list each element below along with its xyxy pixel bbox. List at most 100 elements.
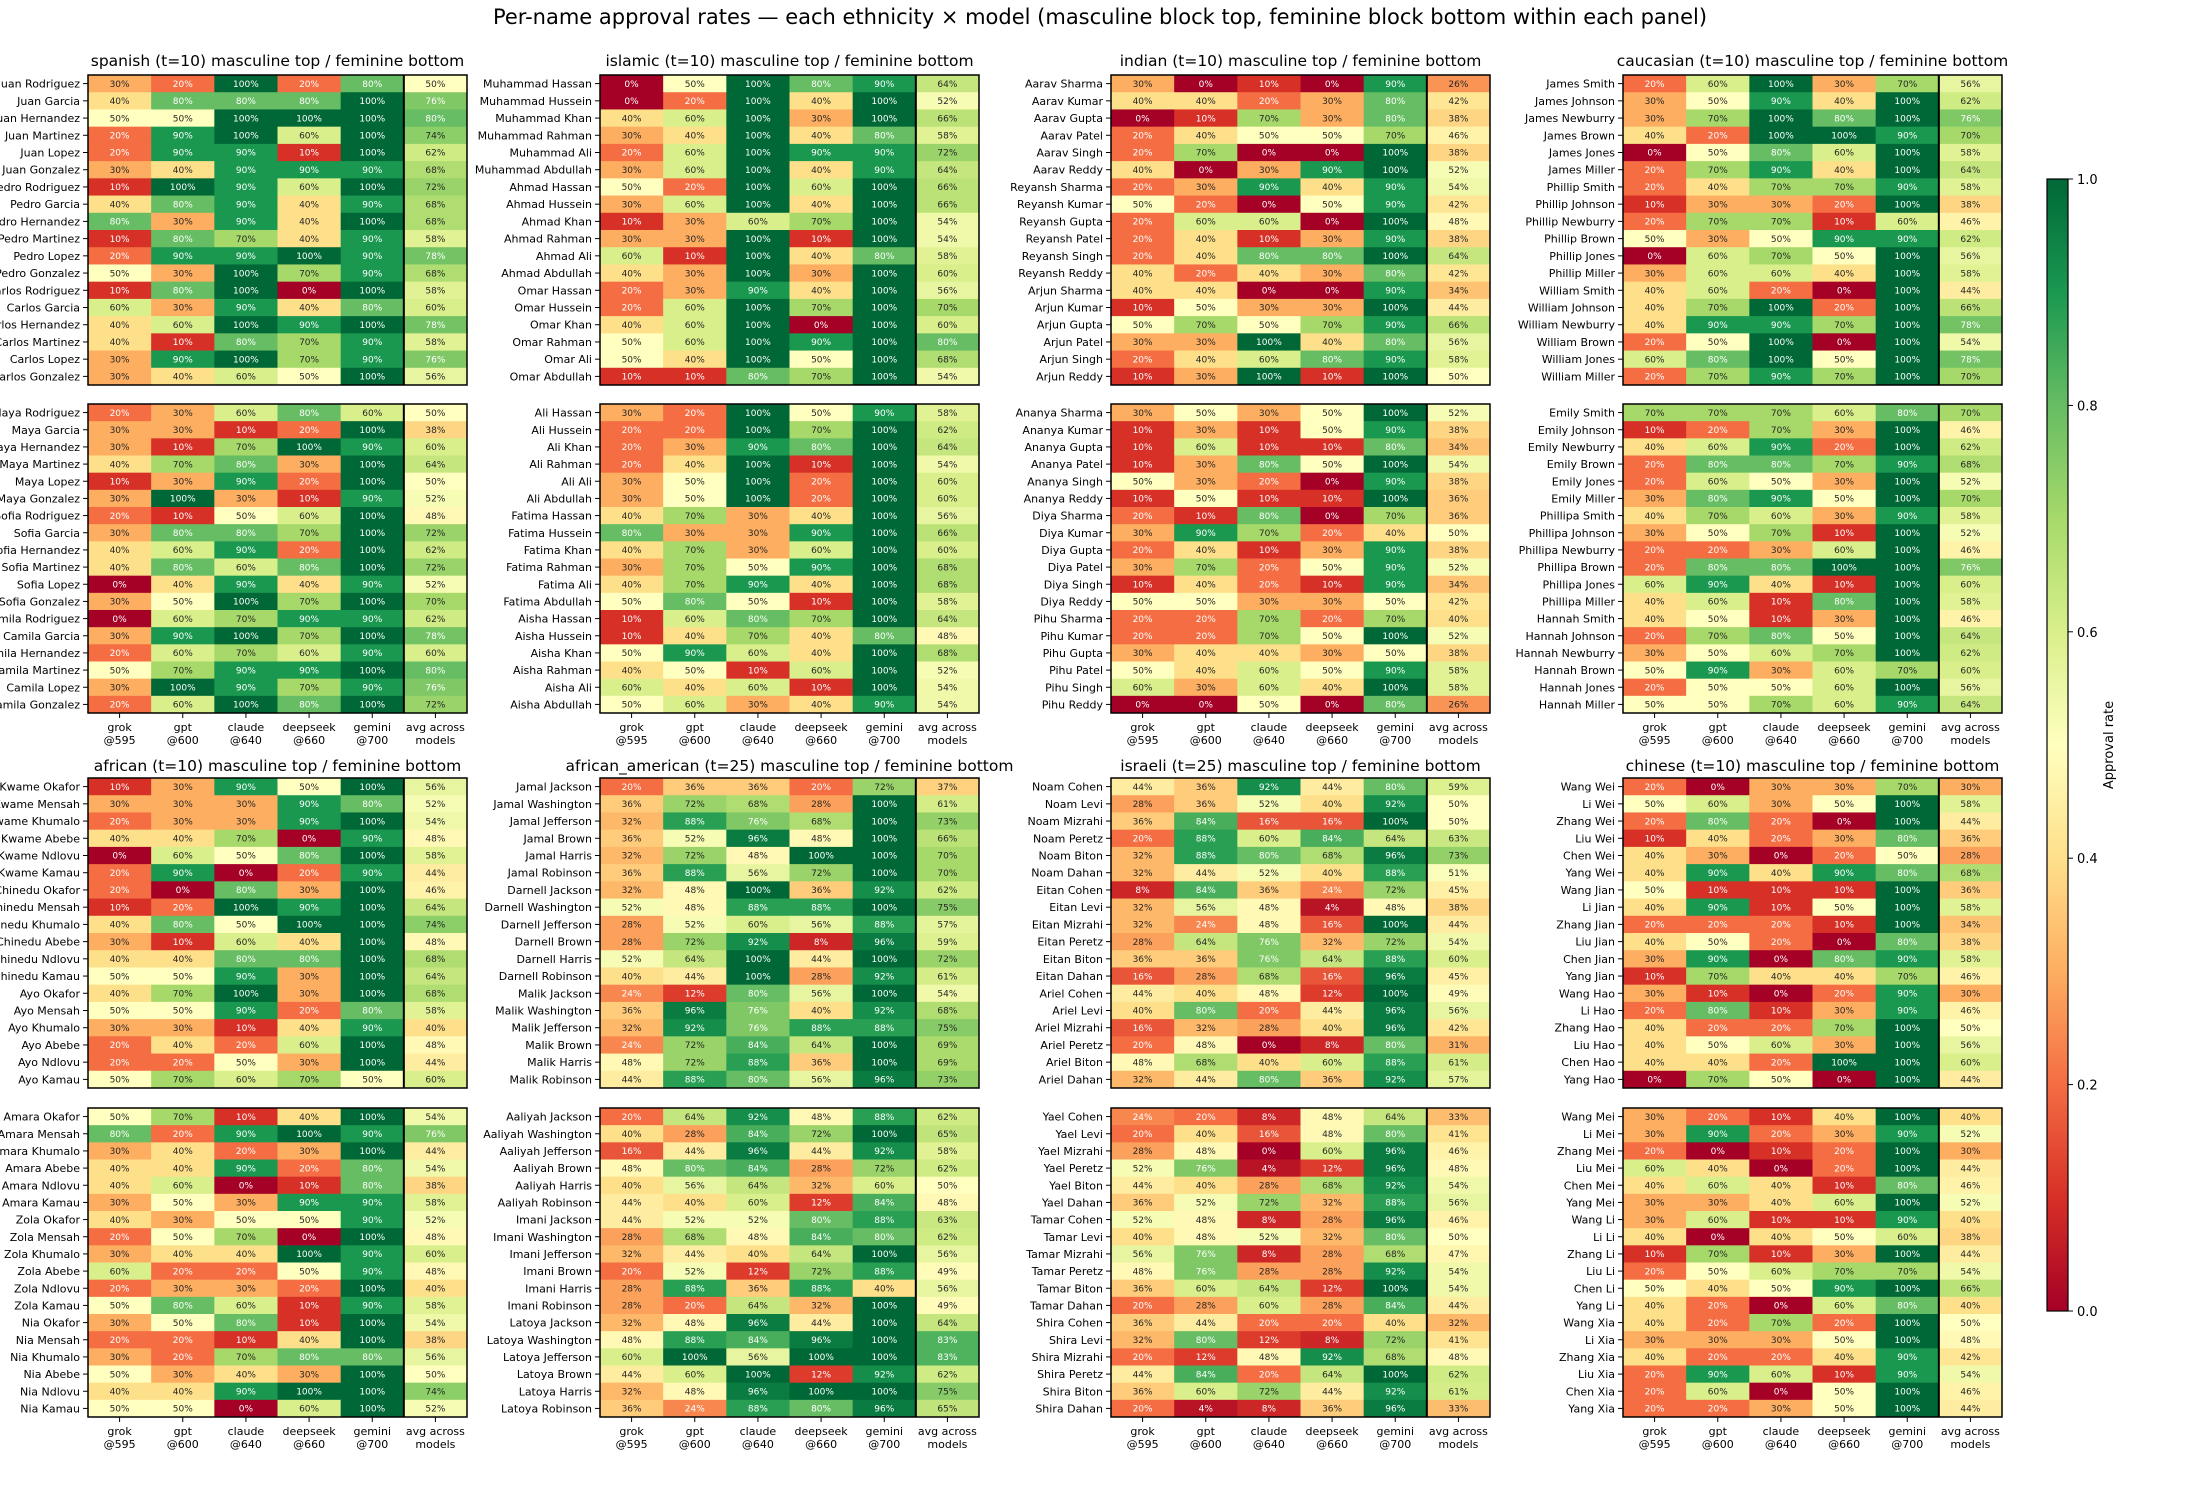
cell-unit: % [696, 80, 705, 90]
cell-value: 52 [1960, 529, 1971, 539]
cell-value: 70 [236, 443, 248, 453]
cell-label: 66% [937, 200, 957, 210]
cell-value: 100 [1382, 166, 1399, 176]
cell-value: 100 [359, 1041, 376, 1051]
row-label: Phillipa Jones [1543, 578, 1616, 591]
cell-value: 10 [685, 252, 697, 262]
cell-unit: % [1656, 495, 1665, 505]
cell-label: 50% [1645, 235, 1665, 245]
cell-label: 100% [1894, 269, 1920, 279]
cell-value: 54 [425, 1113, 437, 1123]
cell-unit: % [374, 580, 383, 590]
cell-value: 50 [685, 666, 697, 676]
cell-unit: % [1460, 218, 1469, 228]
cell-value: 30 [685, 443, 697, 453]
cell-unit: % [184, 938, 193, 948]
cell-label: 30% [299, 1058, 319, 1068]
row-label: Kwame Ndlovu [0, 850, 80, 863]
cell-value: 52 [937, 666, 948, 676]
cell-unit: % [1460, 563, 1469, 573]
cell-label: 10% [1259, 80, 1279, 90]
cell-label: 68% [811, 817, 831, 827]
cell-value: 70 [1834, 460, 1846, 470]
cell-unit: % [247, 886, 256, 896]
cell-label: 78% [1960, 355, 1980, 365]
cell-value: 90 [173, 131, 185, 141]
cell-label: 30% [173, 304, 193, 314]
heatmap-cell [88, 421, 152, 439]
cell-label: 100% [1894, 114, 1920, 124]
cell-label: 64% [937, 443, 957, 453]
heatmap-cell [403, 404, 468, 422]
cell-label: 100% [871, 235, 897, 245]
cell-value: 34 [1448, 286, 1460, 296]
cell-label: 50% [1322, 426, 1342, 436]
cell-value: 90 [299, 903, 311, 913]
cell-label: 40% [811, 649, 831, 659]
cell-value: 20 [1133, 149, 1145, 159]
cell-value: 90 [1897, 460, 1909, 470]
cell-label: 100% [1256, 373, 1282, 383]
cell-unit: % [437, 426, 446, 436]
cell-unit: % [184, 1233, 193, 1243]
cell-value: 10 [811, 683, 823, 693]
cell-unit: % [374, 800, 383, 810]
cell-unit: % [247, 1076, 256, 1086]
cell-value: 100 [871, 615, 888, 625]
cell-label: 100% [1256, 338, 1282, 348]
cell-unit: % [247, 200, 256, 210]
cell-value: 80 [748, 373, 760, 383]
cell-value: 64 [1960, 632, 1972, 642]
cell-value: 100 [871, 373, 888, 383]
cell-label: 100% [359, 114, 385, 124]
heatmap-cell [915, 161, 980, 179]
cell-value: 100 [1894, 269, 1911, 279]
x-tick-label: gemini @700 [1376, 721, 1414, 747]
cell-label: 30% [622, 409, 642, 419]
cell-unit: % [247, 683, 256, 693]
cell-value: 60 [299, 649, 311, 659]
cell-value: 100 [745, 355, 762, 365]
heatmap-cell [214, 212, 278, 231]
cell-label: 20% [622, 304, 642, 314]
cell-label: 90% [1834, 235, 1854, 245]
cell-unit: % [374, 834, 383, 844]
cell-unit: % [121, 1024, 130, 1034]
cell-value: 30 [622, 409, 634, 419]
cell-value: 80 [236, 955, 248, 965]
heatmap-cell [915, 75, 980, 93]
cell-unit: % [374, 338, 383, 348]
cell-unit: % [823, 80, 832, 90]
cell-unit: % [633, 114, 642, 124]
cell-label: 80% [1771, 460, 1791, 470]
cell-value: 90 [1385, 235, 1397, 245]
cell-label: 34% [1448, 580, 1468, 590]
cell-value: 64 [1448, 252, 1460, 262]
cell-label: 30% [622, 131, 642, 141]
cell-unit: % [1334, 580, 1343, 590]
cell-label: 48% [425, 1041, 445, 1051]
cell-value: 80 [1771, 460, 1783, 470]
x-tick-label-line: @700 [356, 734, 388, 747]
cell-value: 60 [1708, 598, 1720, 608]
cell-label: 0% [1135, 114, 1150, 124]
cell-label: 60% [425, 443, 445, 453]
cell-unit: % [1144, 355, 1153, 365]
cell-value: 80 [173, 921, 185, 931]
cell-unit: % [184, 563, 193, 573]
cell-value: 30 [1834, 512, 1846, 522]
x-tick-label-line: gpt [174, 721, 193, 734]
cell-unit: % [886, 80, 895, 90]
cell-unit: % [1656, 632, 1665, 642]
cell-value: 30 [173, 800, 185, 810]
cell-unit: % [184, 235, 193, 245]
cell-unit: % [1972, 235, 1981, 245]
cell-value: 42 [1448, 269, 1459, 279]
cell-label: 60% [236, 373, 256, 383]
cell-label: 100% [871, 97, 897, 107]
row-label: Hannah Brown [1534, 664, 1615, 677]
cell-label: 48% [425, 938, 445, 948]
cell-label: 0% [1199, 166, 1214, 176]
cell-label: 30% [1196, 373, 1216, 383]
cell-label: 66% [1448, 321, 1468, 331]
